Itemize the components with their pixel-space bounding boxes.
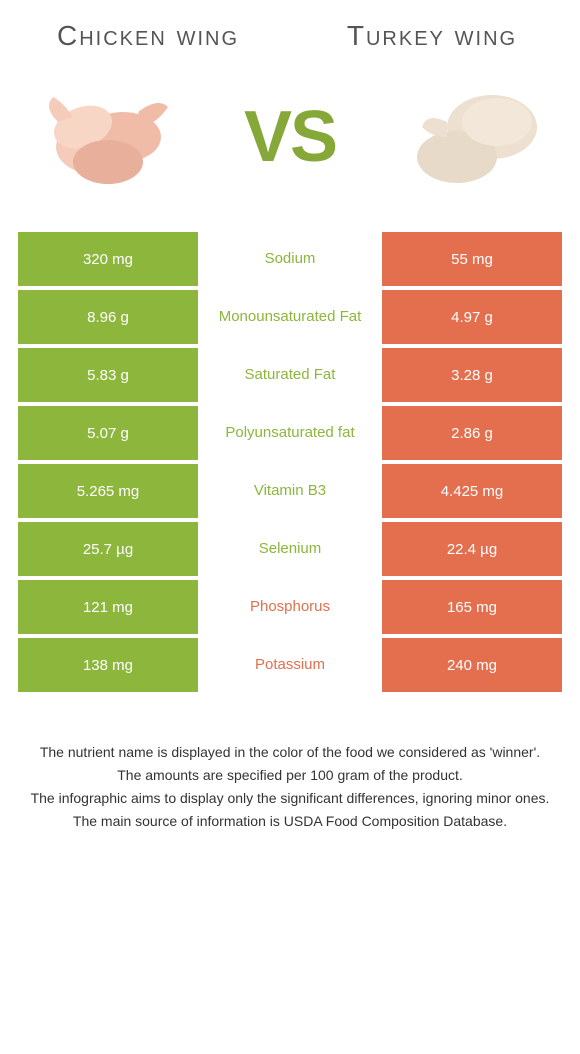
left-food-image xyxy=(28,72,188,202)
left-value: 5.07 g xyxy=(18,406,198,460)
left-value: 8.96 g xyxy=(18,290,198,344)
nutrient-label: Polyunsaturated fat xyxy=(198,406,382,460)
nutrient-label: Selenium xyxy=(198,522,382,576)
left-value: 5.265 mg xyxy=(18,464,198,518)
right-value: 2.86 g xyxy=(382,406,562,460)
left-value: 5.83 g xyxy=(18,348,198,402)
table-row: 121 mgPhosphorus165 mg xyxy=(18,580,562,634)
nutrient-label: Saturated Fat xyxy=(198,348,382,402)
table-row: 5.265 mgVitamin B34.425 mg xyxy=(18,464,562,518)
right-food-image xyxy=(392,72,552,202)
footer-notes: The nutrient name is displayed in the co… xyxy=(18,742,562,832)
footer-line: The main source of information is USDA F… xyxy=(28,811,552,832)
footer-line: The infographic aims to display only the… xyxy=(28,788,552,809)
header: Chicken wing Turkey wing xyxy=(18,20,562,52)
right-value: 55 mg xyxy=(382,232,562,286)
left-value: 121 mg xyxy=(18,580,198,634)
table-row: 8.96 gMonounsaturated Fat4.97 g xyxy=(18,290,562,344)
table-row: 5.07 gPolyunsaturated fat2.86 g xyxy=(18,406,562,460)
nutrient-label: Vitamin B3 xyxy=(198,464,382,518)
table-row: 5.83 gSaturated Fat3.28 g xyxy=(18,348,562,402)
left-value: 25.7 µg xyxy=(18,522,198,576)
nutrient-label: Phosphorus xyxy=(198,580,382,634)
left-value: 138 mg xyxy=(18,638,198,692)
left-food-title: Chicken wing xyxy=(48,20,248,52)
right-value: 3.28 g xyxy=(382,348,562,402)
table-row: 138 mgPotassium240 mg xyxy=(18,638,562,692)
right-value: 22.4 µg xyxy=(382,522,562,576)
comparison-table: 320 mgSodium55 mg8.96 gMonounsaturated F… xyxy=(18,232,562,692)
nutrient-label: Sodium xyxy=(198,232,382,286)
footer-line: The amounts are specified per 100 gram o… xyxy=(28,765,552,786)
right-value: 4.97 g xyxy=(382,290,562,344)
vs-row: VS xyxy=(18,72,562,202)
vs-label: VS xyxy=(244,96,336,178)
footer-line: The nutrient name is displayed in the co… xyxy=(28,742,552,763)
right-food-title: Turkey wing xyxy=(332,20,532,52)
right-value: 4.425 mg xyxy=(382,464,562,518)
left-value: 320 mg xyxy=(18,232,198,286)
nutrient-label: Potassium xyxy=(198,638,382,692)
right-value: 165 mg xyxy=(382,580,562,634)
table-row: 320 mgSodium55 mg xyxy=(18,232,562,286)
table-row: 25.7 µgSelenium22.4 µg xyxy=(18,522,562,576)
nutrient-label: Monounsaturated Fat xyxy=(198,290,382,344)
right-value: 240 mg xyxy=(382,638,562,692)
